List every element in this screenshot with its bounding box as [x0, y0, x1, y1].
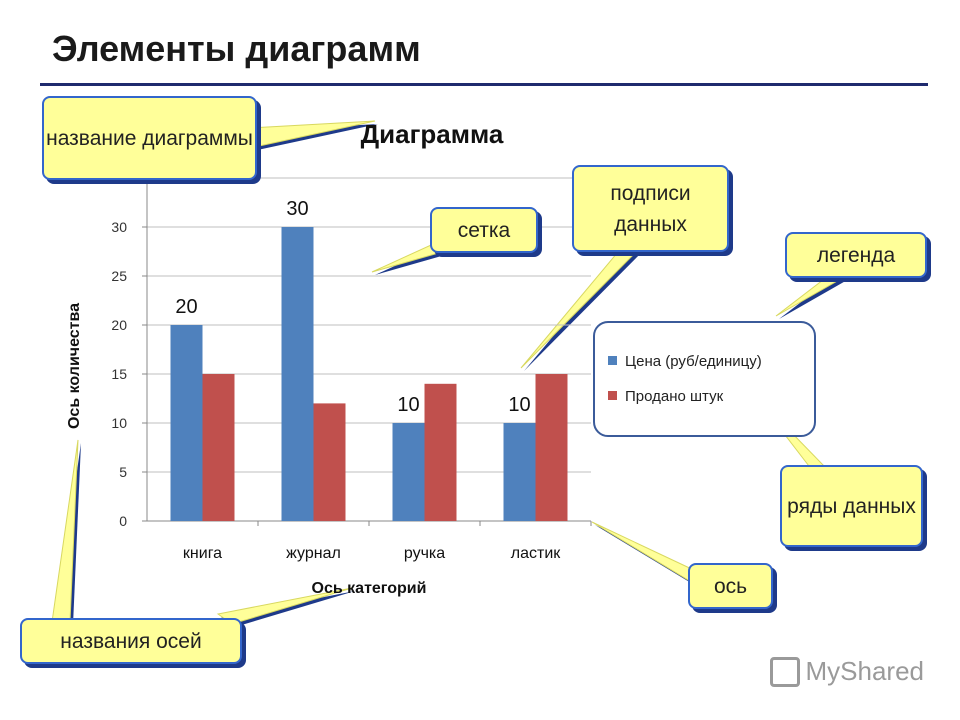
labels: 0510152025303520книга30журнал10ручка10ла… [66, 119, 561, 597]
callout-data-labels: подписи данных [572, 165, 729, 252]
y-tick-label: 5 [119, 464, 127, 480]
x-tick-label: журнал [286, 545, 341, 562]
pointer-chart-title [249, 120, 376, 149]
title-divider [40, 83, 928, 86]
chart-title: Диаграмма [361, 119, 504, 149]
x-tick-label: ручка [404, 545, 445, 562]
pointer-axis-titles-x-shadow [221, 591, 355, 627]
x-tick-label: ластик [511, 545, 562, 562]
bar-price-книга [170, 325, 203, 521]
watermark-logo-icon [769, 656, 800, 687]
legend-swatch [608, 391, 617, 400]
bar-sold-книга [202, 374, 235, 521]
bar-sold-ластик [535, 374, 568, 521]
callout-axis-titles: названия осей [20, 618, 242, 664]
y-tick-label: 10 [111, 415, 127, 431]
x-axis-title: Ось категорий [312, 580, 427, 597]
pointer-data-labels-shadow [524, 243, 645, 371]
legend-box [593, 321, 816, 437]
bars [170, 227, 568, 521]
pointer-axis [591, 521, 699, 587]
slide-title: Элементы диаграмм [52, 28, 421, 69]
callout-chart-title: название диаграммы [42, 96, 257, 180]
pointer-axis-shadow [595, 525, 701, 589]
legend-label: Цена (руб/единицу) [625, 353, 762, 370]
callout-grid: сетка [430, 207, 538, 253]
y-tick-label: 25 [111, 268, 127, 284]
watermark-text: MyShared [805, 656, 925, 686]
data-label: 30 [286, 198, 308, 220]
data-label: 10 [397, 394, 419, 416]
watermark: MyShared [769, 656, 925, 687]
callout-legend: легенда [785, 232, 927, 278]
legend-label: Продано штук [625, 388, 724, 405]
y-axis-title: Ось количества [66, 303, 83, 429]
bar-price-ластик [503, 423, 536, 521]
legend-swatch [608, 356, 617, 365]
y-tick-label: 30 [111, 219, 127, 235]
y-tick-label: 15 [111, 366, 127, 382]
legend: Цена (руб/единицу) Продано штук [593, 321, 816, 437]
y-tick-label: 20 [111, 317, 127, 333]
data-label: 10 [508, 394, 530, 416]
data-label: 20 [175, 296, 197, 318]
y-tick-label: 0 [119, 513, 127, 529]
bar-sold-журнал [313, 403, 346, 521]
bar-sold-ручка [424, 383, 457, 521]
callout-axis: ось [688, 563, 773, 609]
bar-price-ручка [392, 423, 425, 521]
callout-data-series: ряды данных [780, 465, 923, 547]
x-tick-label: книга [183, 545, 222, 562]
bar-price-журнал [281, 227, 314, 521]
